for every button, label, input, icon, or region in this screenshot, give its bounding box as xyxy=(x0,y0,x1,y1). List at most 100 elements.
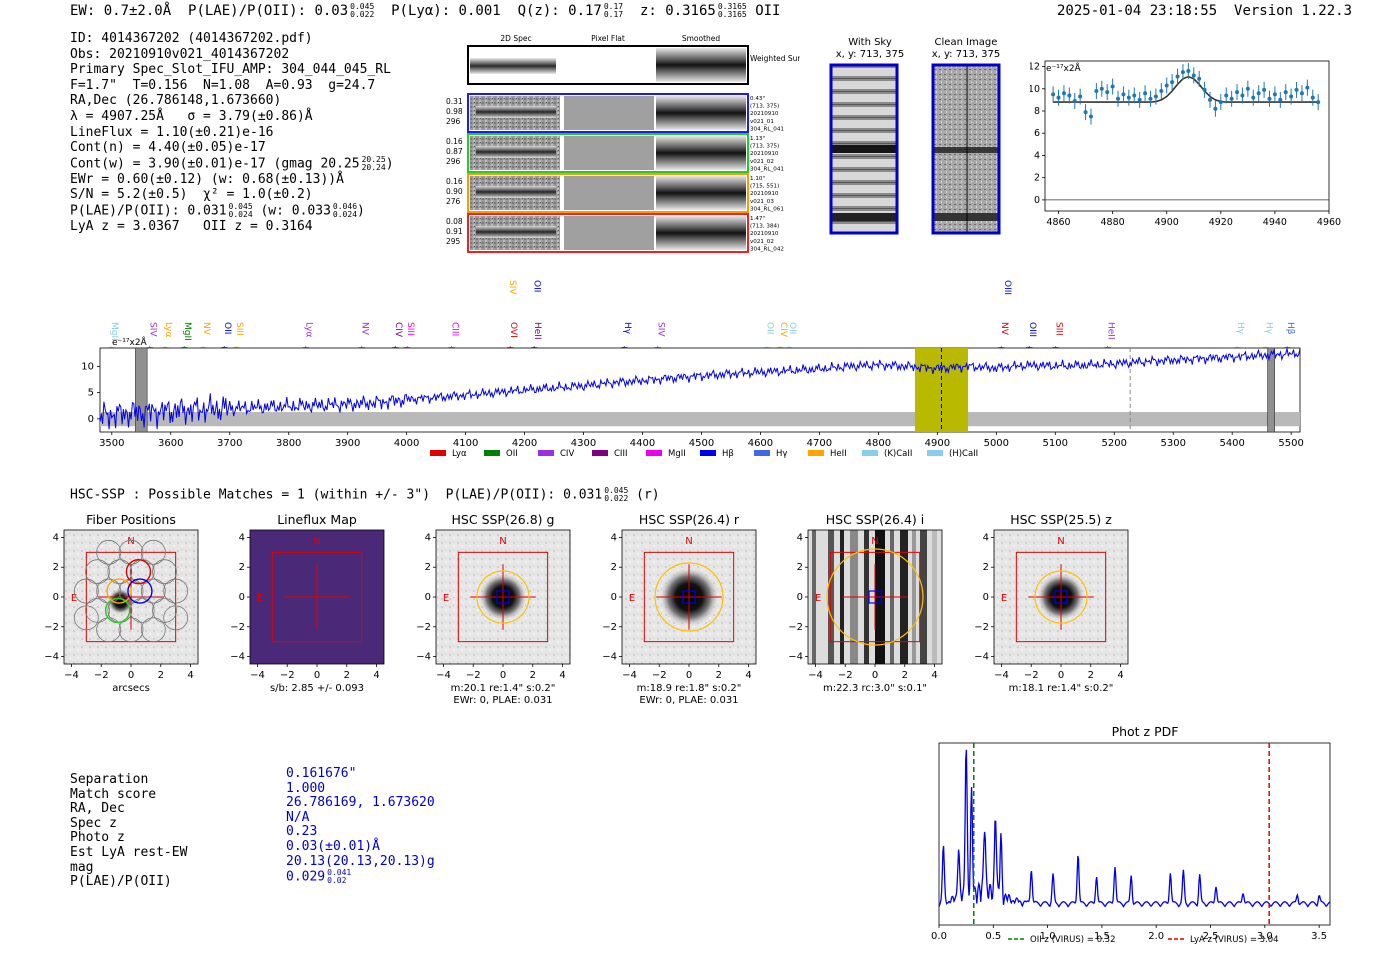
fiber-circle xyxy=(107,559,133,585)
fiber-meta-line: 304_RL_061 xyxy=(750,206,784,212)
catalog-value: 0.029 0.041 0.02 xyxy=(286,869,546,885)
fiber-weight-1: 0.08 xyxy=(446,217,463,226)
full-x-tick: 5400 xyxy=(1219,438,1244,449)
legend-swatch xyxy=(808,450,824,456)
line-id-label: NV xyxy=(359,322,369,336)
header-summary: EW: 0.7±2.0Å P(LAE)/P(OII): 0.03 0.045 0.0… xyxy=(70,2,780,20)
zoom-data-point xyxy=(1143,91,1148,96)
hsc-text: HSC-SSP : Possible Matches = 1 (within +… xyxy=(70,487,603,503)
line-id-label: Lyα xyxy=(303,322,313,338)
zoom-data-point xyxy=(1159,89,1164,93)
full-x-tick: 4100 xyxy=(453,438,478,449)
legend-label: (H)CaII xyxy=(949,449,978,459)
photz-pdf-line xyxy=(938,749,1331,908)
zoom-y-tick: 2 xyxy=(1034,173,1040,184)
catalog-value: 1.000 xyxy=(286,781,546,797)
fiber-meta-line: 304_RL_041 xyxy=(750,126,784,132)
zoom-data-point xyxy=(1197,76,1202,81)
legend-swatch xyxy=(927,450,943,456)
fiber-flat-image xyxy=(564,176,654,210)
photz-legend-label: LyA z (VIRUS) = 3.04 xyxy=(1190,935,1279,945)
full-x-tick: 5000 xyxy=(984,438,1009,449)
line-legend: Lyα OII CIV CIII MgII Hβ Hγ HeII (K)CaII (H)CaII xyxy=(430,449,978,459)
zoom-data-point xyxy=(1067,93,1072,98)
fiber-circle xyxy=(96,539,122,565)
line-id-labels: MgII {SIV {Lyα {MgII {NV {OII {SIII {Lyα {NV {CIV… xyxy=(107,280,1295,350)
fiber-circle xyxy=(73,578,99,604)
fiber-circle xyxy=(140,578,166,604)
legend-swatch xyxy=(484,450,500,456)
clean-image-image xyxy=(931,63,1001,235)
cutout-x-tick: 4 xyxy=(745,670,751,681)
fiber-weight-2: 0.90 xyxy=(446,187,463,196)
line-id-brace: { xyxy=(776,345,785,350)
catalog-values: 0.161676" 1.000 26.786169, 1.673620 N/A 0.23… xyxy=(286,766,546,885)
header-z-hi: 0.3165 xyxy=(717,2,747,11)
zoom-y-tick: 8 xyxy=(1034,106,1040,117)
catalog-value-text: 20.13(20.13,20.13)g xyxy=(286,853,435,869)
info-sn: S/N = 5.2(±0.5) χ² = 1.0(±0.2) xyxy=(70,187,313,203)
fiber-weight-3: 296 xyxy=(446,117,461,126)
fiber-weight-2: 0.98 xyxy=(446,107,463,116)
photz-pdf-plot: Phot z PDF 0.0 0.5 1.0 1.5 2.0 2.5 3.0 3.5 OII … xyxy=(931,724,1331,945)
cutout-x-tick: −2 xyxy=(652,670,667,681)
catalog-label: Est LyA rest-EW xyxy=(70,844,188,860)
header-qz-lo: 0.17 xyxy=(603,10,624,19)
zoom-data-point xyxy=(1272,92,1277,97)
line-id-brace: { xyxy=(1283,345,1292,350)
spec2d-stack: 2D Spec Pixel Flat Smoothed Weighted Sum… xyxy=(446,34,800,253)
line-id-label: OII xyxy=(787,322,797,334)
catalog-value: 0.23 xyxy=(286,825,546,840)
line-id-label: SIV xyxy=(148,322,158,337)
header-version: 2025-01-04 23:18:55 Version 1.22.3 xyxy=(1057,3,1352,19)
compass-n: N xyxy=(685,536,692,547)
cutout-x-tick: 4 xyxy=(373,670,379,681)
fiber-meta-line: 304_RL_042 xyxy=(750,246,784,252)
catalog-value-text: 0.03(±0.01)Å xyxy=(286,838,380,854)
with-sky-title: With Sky xyxy=(848,37,892,48)
legend-label: HeII xyxy=(830,449,847,459)
line-id-label: SIV xyxy=(655,322,665,337)
line-id-label: SIII xyxy=(234,322,244,336)
cutout-y-tick: −4 xyxy=(416,652,431,663)
zoom-data-point xyxy=(1218,100,1223,105)
fiber-row-border xyxy=(467,213,749,253)
cutout-x-tick: 0 xyxy=(128,670,134,681)
line-id-brace: { xyxy=(357,345,366,350)
cutout-x-tick: −4 xyxy=(64,670,79,681)
with-sky-coords: x, y: 713, 375 xyxy=(835,49,905,60)
zoom-x-tick: 4960 xyxy=(1317,217,1341,228)
fiber-2d-trace xyxy=(476,106,556,118)
cutout-y-tick: −2 xyxy=(44,622,59,633)
line-id-label: CIV xyxy=(393,322,403,338)
line-id-label: Hγ xyxy=(1235,322,1245,335)
cutout-caption-1: m:18.9 re:1.8" s:0.2" xyxy=(637,683,742,694)
cutout-x-tick: 2 xyxy=(344,670,350,681)
line-id-label: Hγ xyxy=(622,322,632,335)
info-fiber: F=1.7" T=0.156 N=1.08 A=0.93 g=24.7 xyxy=(70,77,376,93)
aperture-box xyxy=(457,551,549,643)
cutout-x-tick: 2 xyxy=(158,670,164,681)
zoom-x-tick: 4940 xyxy=(1263,217,1287,228)
fiber-flat-image xyxy=(564,216,654,250)
zoom-data-point xyxy=(1283,90,1288,95)
cutout-y-tick: −2 xyxy=(974,622,989,633)
cutout-x-tick: 0 xyxy=(500,670,506,681)
cutout-y-tick: 2 xyxy=(239,562,245,573)
cutout-y-tick: −2 xyxy=(416,622,431,633)
cutout-title: Fiber Positions xyxy=(86,512,176,527)
cutout-caption-1: m:18.1 re:1.4" s:0.2" xyxy=(1009,683,1114,694)
zoom-data-point xyxy=(1132,93,1137,98)
line-id-brace: { xyxy=(785,345,794,350)
error-band xyxy=(100,412,1300,427)
cutout-title: HSC SSP(25.5) z xyxy=(1010,512,1112,527)
zoom-data-point xyxy=(1235,90,1240,95)
header-plae-lo: 0.022 xyxy=(350,10,375,19)
cutout-title: Lineflux Map xyxy=(277,512,357,527)
fiber-meta-line: v021_02 xyxy=(750,159,774,165)
zoom-y-tick: 6 xyxy=(1034,128,1040,139)
full-y-tick: 10 xyxy=(81,361,94,372)
zoom-fit-line xyxy=(1053,75,1319,103)
fiber-meta-line: 304_RL_041 xyxy=(750,166,784,172)
